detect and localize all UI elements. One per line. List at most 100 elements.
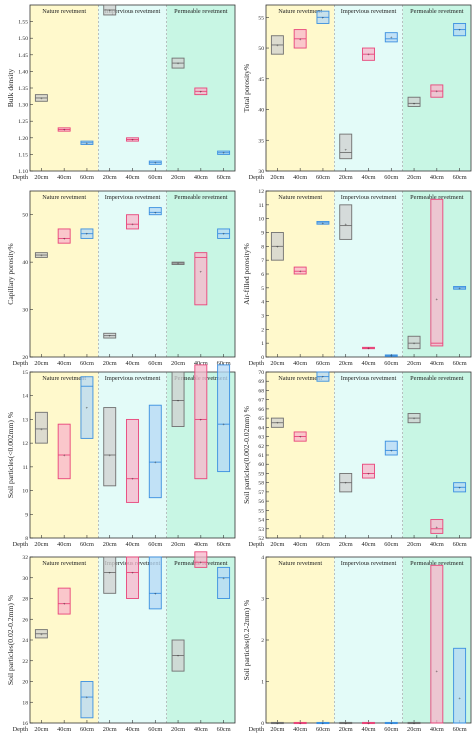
x-axis-title: Depth [13,726,29,733]
x-tick-label: 60cm [217,174,231,181]
x-tick-label: 60cm [316,541,330,548]
y-axis-title: Air-filled porosity% [242,243,251,305]
box-mean-marker: + [40,631,43,636]
box-mean-marker: + [131,137,134,142]
box-mean-marker: + [413,721,416,726]
box-mean-marker: + [86,231,89,236]
group-band-1 [266,372,335,538]
x-tick-label: 20cm [103,541,117,548]
group-label: Nature revetment [42,375,86,382]
y-tick-label: 10 [22,489,28,495]
x-tick-label: 40cm [126,726,140,733]
y-tick-label: 53 [258,527,264,533]
x-tick-label: 60cm [384,726,398,733]
y-tick-label: 1.55 [18,20,28,26]
x-tick-label: 60cm [80,541,94,548]
x-tick-label: 20cm [339,360,353,367]
box-mean-marker: + [86,405,89,410]
y-tick-label: 24 [22,638,28,644]
y-tick-label: 3 [261,597,264,603]
x-tick-label: 20cm [171,360,185,367]
x-tick-label: 60cm [316,174,330,181]
x-tick-label: 20cm [339,726,353,733]
y-tick-label: 1 [261,341,264,347]
box-mean-marker: + [367,346,370,351]
y-tick-label: 1.45 [18,53,28,59]
group-label: Permeable revetment [174,8,228,15]
x-tick-label: 40cm [362,726,376,733]
x-tick-label: 40cm [57,541,71,548]
box-mean-marker: + [108,453,111,458]
group-label: Impervious revetment [341,194,397,201]
y-tick-label: 58 [258,481,264,487]
y-tick-label: 59 [258,471,264,477]
box-mean-marker: + [63,601,66,606]
group-label: Permeable revetment [410,560,464,567]
y-tick-label: 50 [22,213,28,219]
box-40cm [126,418,139,503]
box-mean-marker: + [63,127,66,132]
y-tick-label: 0 [261,355,264,361]
y-axis-title: Total porosity% [242,63,251,112]
box-mean-marker: + [222,422,225,427]
box-mean-marker: + [436,296,439,301]
x-tick-label: 20cm [407,726,421,733]
group-label: Permeable revetment [174,194,228,201]
y-tick-label: 11 [259,203,265,209]
group-label: Impervious revetment [105,8,161,15]
box-mean-marker: + [344,480,347,485]
box-60cm [384,32,398,43]
box-mean-marker: + [154,160,157,165]
box-mean-marker: + [436,669,439,674]
x-tick-label: 40cm [126,174,140,181]
box-mean-marker: + [108,333,111,338]
y-tick-label: 67 [258,398,264,404]
box-40cm [194,364,208,480]
y-tick-label: 1.35 [18,86,28,92]
x-axis-title: Depth [249,360,265,367]
x-tick-label: 40cm [57,726,71,733]
box-40cm [126,556,139,599]
x-tick-label: 40cm [194,726,208,733]
x-tick-label: 20cm [103,360,117,367]
box-mean-marker: + [458,485,461,490]
x-tick-label: 60cm [217,541,231,548]
box-60cm [384,440,398,456]
y-tick-label: 22 [22,659,28,665]
x-axis-title: Depth [13,541,29,548]
box-20cm [339,204,353,240]
x-tick-label: 20cm [407,541,421,548]
x-tick-label: 20cm [171,541,185,548]
box-mean-marker: + [390,353,393,358]
box-20cm [171,371,185,427]
y-tick-label: 69 [258,379,264,385]
x-tick-label: 40cm [362,174,376,181]
box-mean-marker: + [276,420,279,425]
x-axis-title: Depth [249,174,265,181]
box-60cm [148,207,162,216]
box-20cm [407,335,421,350]
y-tick-label: 0 [261,721,264,727]
box-mean-marker: + [299,36,302,41]
box-mean-marker: + [367,471,370,476]
x-tick-label: 60cm [453,541,467,548]
box-mean-marker: + [458,27,461,32]
box-mean-marker: + [200,560,203,565]
x-tick-label: 40cm [430,174,444,181]
group-label: Nature revetment [42,560,86,567]
panel-1: Nature revetment Impervious revetment Perm… [6,4,236,181]
y-tick-label: 9 [261,231,264,237]
box-mean-marker: + [436,89,439,94]
box-60cm [453,647,467,724]
box-mean-marker: + [322,15,325,20]
box-mean-marker: + [322,220,325,225]
x-tick-label: 60cm [453,174,467,181]
box-20cm [407,96,421,107]
y-tick-label: 2 [261,327,264,333]
y-tick-label: 4 [261,555,264,561]
box-mean-marker: + [367,52,370,57]
x-tick-label: 60cm [453,726,467,733]
box-mean-marker: + [200,269,203,274]
x-tick-label: 20cm [270,726,284,733]
x-tick-label: 20cm [171,174,185,181]
